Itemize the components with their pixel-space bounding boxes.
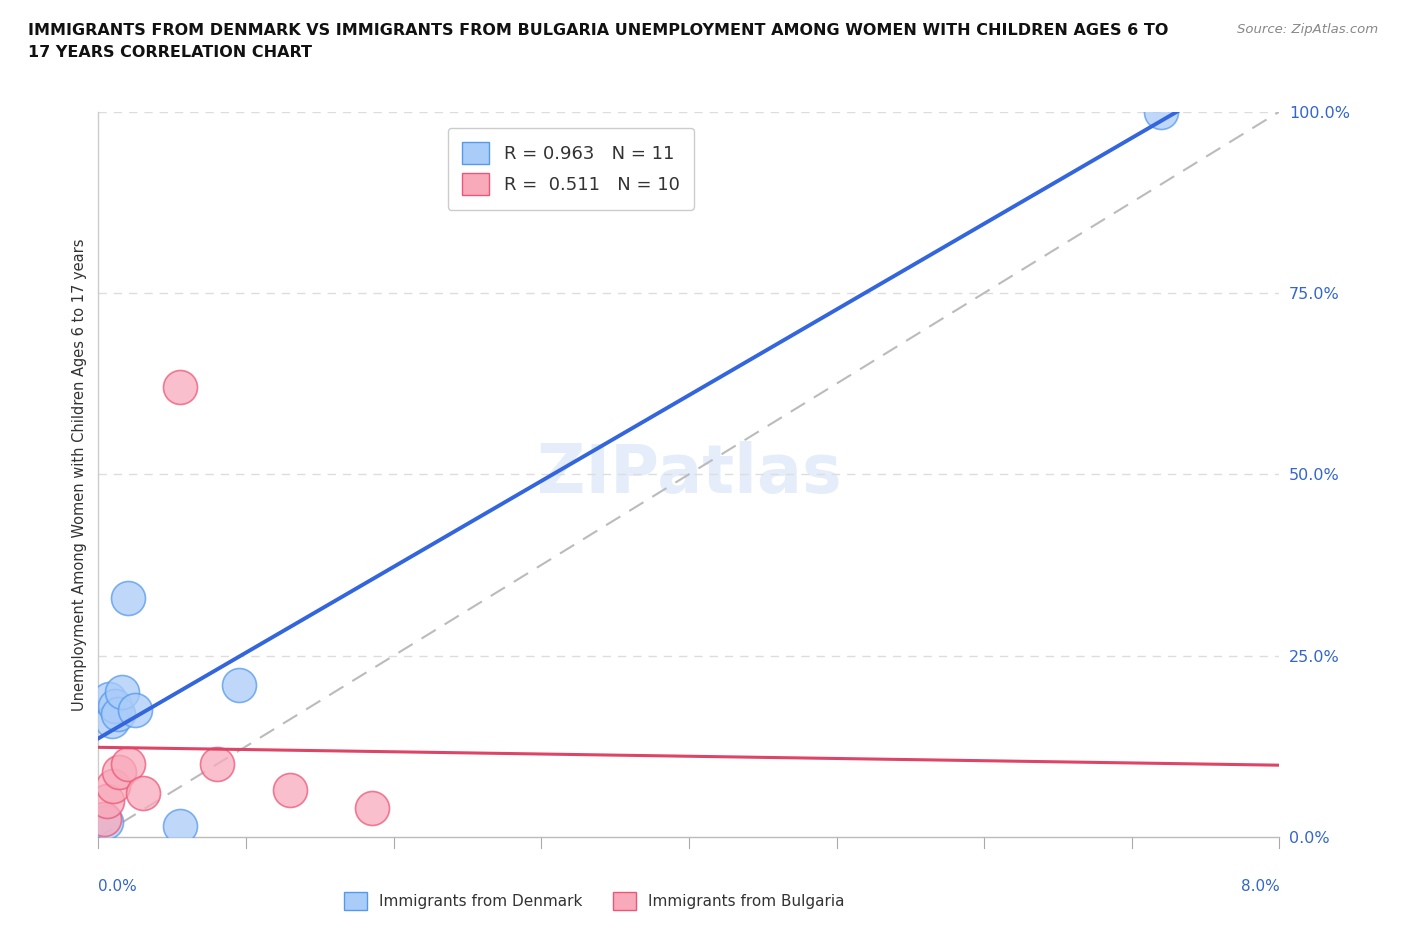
Text: 0.0%: 0.0% xyxy=(98,879,138,894)
Y-axis label: Unemployment Among Women with Children Ages 6 to 17 years: Unemployment Among Women with Children A… xyxy=(72,238,87,711)
Point xyxy=(104,699,127,714)
Legend: Immigrants from Denmark, Immigrants from Bulgaria: Immigrants from Denmark, Immigrants from… xyxy=(337,885,851,916)
Point xyxy=(228,677,250,692)
Point xyxy=(205,757,228,772)
Point xyxy=(124,703,146,718)
Point xyxy=(169,818,191,833)
Point xyxy=(360,801,382,816)
Text: IMMIGRANTS FROM DENMARK VS IMMIGRANTS FROM BULGARIA UNEMPLOYMENT AMONG WOMEN WIT: IMMIGRANTS FROM DENMARK VS IMMIGRANTS FR… xyxy=(28,23,1168,38)
Point xyxy=(94,815,117,830)
Point xyxy=(103,778,125,793)
Text: 8.0%: 8.0% xyxy=(1240,879,1279,894)
Point xyxy=(117,757,139,772)
Point xyxy=(107,706,129,721)
Point xyxy=(278,782,301,797)
Text: 17 YEARS CORRELATION CHART: 17 YEARS CORRELATION CHART xyxy=(28,45,312,60)
Text: ZIPatlas: ZIPatlas xyxy=(537,442,841,507)
Point xyxy=(111,684,134,699)
Point xyxy=(117,591,139,605)
Point xyxy=(100,713,122,728)
Point xyxy=(96,793,118,808)
Text: Source: ZipAtlas.com: Source: ZipAtlas.com xyxy=(1237,23,1378,36)
Point xyxy=(108,764,131,779)
Point xyxy=(93,811,115,827)
Point xyxy=(1150,104,1173,119)
Point xyxy=(169,379,191,394)
Point xyxy=(132,786,155,801)
Point xyxy=(97,692,120,707)
